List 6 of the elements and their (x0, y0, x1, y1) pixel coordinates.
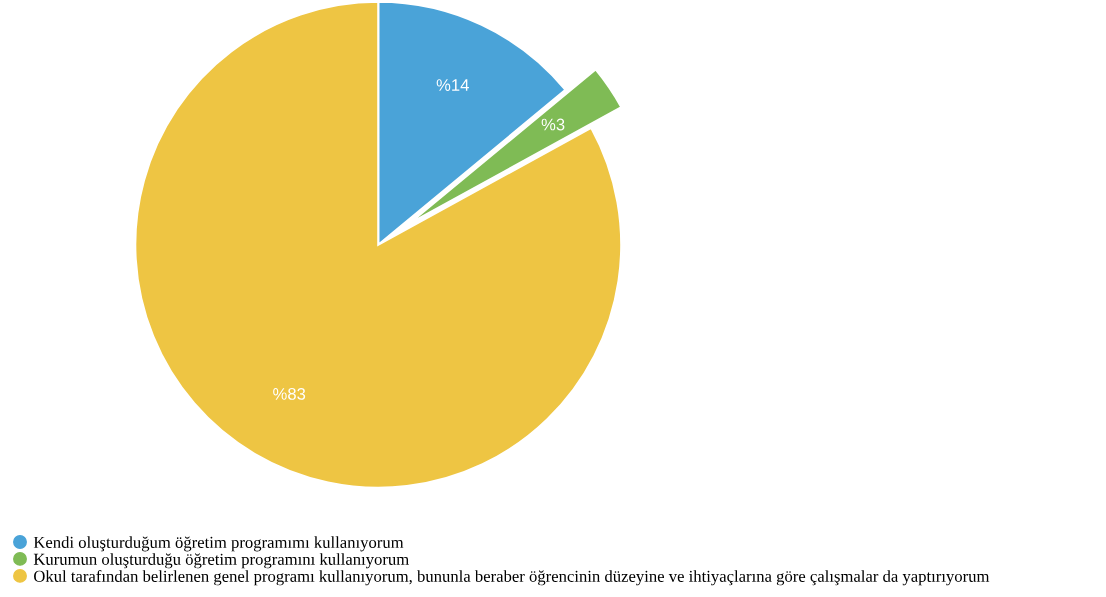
data-label: %3 (541, 118, 565, 131)
data-label: %83 (273, 388, 306, 400)
legend-label: Kendi oluşturduğum öğretim programımı kullanıyorum (33, 536, 404, 552)
legend-label: Okul tarafından belirlenen genel programı kullanıyorum, bununla beraber öğrencinin düzeyine ve ihtiyaçlarına göre çalışmalar da yaptırıyorum (34, 570, 990, 586)
legend-label: Kurumun oluşturduğu öğretim programını kullanıyorum (33, 553, 409, 569)
data-label: %14 (436, 79, 469, 91)
